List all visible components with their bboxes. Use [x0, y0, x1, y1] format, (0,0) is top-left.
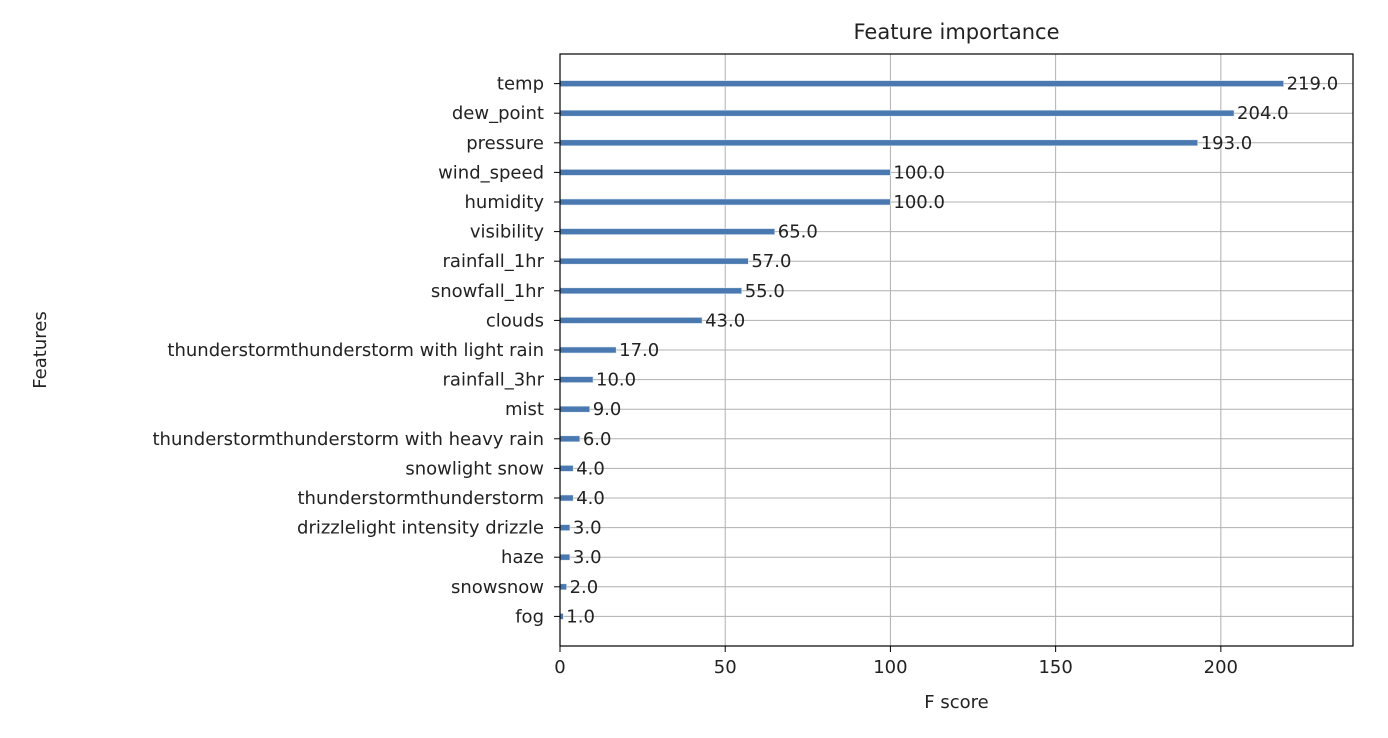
- y-tick-label: drizzlelight intensity drizzle: [297, 518, 544, 539]
- bar-value-label: 3.0: [573, 518, 602, 539]
- bar-value-label: 55.0: [745, 281, 785, 302]
- bar: [559, 169, 891, 176]
- bar: [559, 228, 776, 235]
- bar: [559, 553, 571, 561]
- bar: [559, 109, 1235, 117]
- bar: [559, 317, 703, 324]
- bar-value-label: 4.0: [576, 488, 605, 509]
- y-tick-label: snowfall_1hr: [431, 281, 545, 302]
- y-tick-label: rainfall_1hr: [443, 251, 545, 272]
- y-tick-label: clouds: [486, 310, 544, 331]
- y-tick-label: thunderstormthunderstorm with heavy rain: [152, 429, 544, 450]
- y-tick-label: wind_speed: [438, 162, 544, 183]
- bar-value-label: 6.0: [583, 429, 612, 450]
- values-layer: 219.0 204.0 193.0 100.0 100.0 65.0 57.0 55.043.…: [566, 74, 1338, 628]
- bar: [559, 435, 581, 443]
- bar: [559, 198, 891, 206]
- y-tick-label: temp: [497, 74, 544, 95]
- bar-value-label: 100.0: [893, 162, 945, 183]
- bar-value-label: 219.0: [1287, 74, 1339, 95]
- bar-value-label: 2.0: [570, 577, 599, 598]
- bar-value-label: 65.0: [778, 222, 818, 243]
- y-tick-label: mist: [505, 399, 544, 420]
- bar-value-label: 9.0: [593, 399, 622, 420]
- x-axis-label: F score: [924, 692, 988, 713]
- bar-value-label: 4.0: [576, 458, 605, 479]
- x-tick-label: 0: [554, 657, 565, 678]
- bar-value-label: 57.0: [751, 251, 791, 272]
- bar: [559, 80, 1284, 87]
- bar-value-label: 1.0: [566, 606, 595, 627]
- bar-value-label: 10.0: [596, 370, 636, 391]
- chart-title: Feature importance: [853, 20, 1059, 44]
- y-axis-label: Features: [30, 311, 51, 388]
- bar: [559, 346, 617, 354]
- y-tick-label: rainfall_3hr: [443, 370, 545, 391]
- bar: [559, 376, 594, 383]
- bar-value-label: 17.0: [619, 340, 659, 361]
- bar: [559, 405, 591, 413]
- x-tick-label: 100: [873, 657, 907, 678]
- bar-value-label: 204.0: [1237, 103, 1289, 124]
- x-tick-label: 50: [714, 657, 737, 678]
- y-tick-label: pressure: [466, 133, 544, 154]
- bar: [559, 139, 1199, 147]
- y-tick-label: snowsnow: [451, 577, 544, 598]
- ticks-layer: 0 50 100 150 200 temp dew_point pressure wind_sp…: [152, 74, 1238, 678]
- y-tick-label: snowlight snow: [405, 458, 544, 479]
- bars-layer: [559, 80, 1284, 620]
- bar-value-label: 100.0: [893, 192, 945, 213]
- bar-value-label: 43.0: [705, 310, 745, 331]
- bar: [559, 494, 574, 502]
- bar: [559, 287, 743, 295]
- bar-value-label: 3.0: [573, 547, 602, 568]
- y-tick-label: haze: [501, 547, 544, 568]
- bar: [559, 257, 749, 265]
- bar: [559, 583, 567, 591]
- bar: [559, 524, 571, 531]
- x-tick-label: 200: [1204, 657, 1238, 678]
- y-tick-label: thunderstormthunderstorm: [298, 488, 545, 509]
- y-tick-label: humidity: [465, 192, 545, 213]
- y-tick-label: fog: [515, 606, 544, 627]
- y-tick-label: thunderstormthunderstorm with light rain: [167, 340, 544, 361]
- y-tick-label: dew_point: [452, 103, 544, 124]
- bar-value-label: 193.0: [1201, 133, 1253, 154]
- y-tick-label: visibility: [470, 222, 545, 243]
- bar: [559, 465, 574, 472]
- x-tick-label: 150: [1038, 657, 1072, 678]
